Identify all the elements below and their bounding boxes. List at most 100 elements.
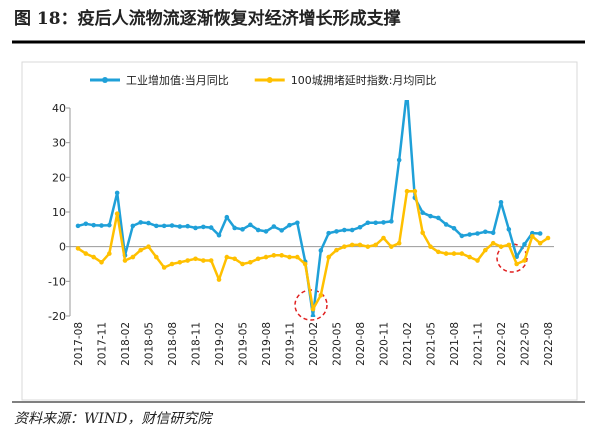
- series-line: [77, 189, 549, 311]
- point: [405, 88, 410, 93]
- point: [295, 254, 300, 260]
- point: [357, 224, 363, 230]
- point: [459, 251, 465, 256]
- point: [436, 249, 441, 255]
- point: [412, 188, 418, 194]
- point: [443, 222, 449, 227]
- point: [263, 229, 269, 234]
- y-tick-label: 40: [52, 102, 66, 115]
- point: [326, 254, 331, 260]
- point: [240, 227, 245, 232]
- x-tick-label: 2022-08: [543, 322, 555, 366]
- legend-label: 工业增加值:当月同比: [126, 73, 229, 87]
- point: [193, 225, 198, 231]
- point: [373, 242, 378, 248]
- y-tick-label: 30: [52, 137, 66, 150]
- point: [514, 261, 519, 267]
- point: [177, 224, 183, 229]
- point: [107, 222, 112, 228]
- point: [271, 253, 277, 258]
- y-tick-label: -10: [48, 275, 66, 288]
- y-tick-label: 10: [52, 206, 66, 219]
- point: [216, 277, 222, 282]
- x-tick-label: 2020-05: [332, 322, 344, 366]
- source: 资料来源：WIND，财信研究院: [14, 411, 213, 427]
- x-tick-label: 2022-05: [520, 322, 532, 366]
- point: [224, 214, 230, 220]
- point: [279, 228, 284, 233]
- point: [342, 244, 347, 249]
- point: [349, 227, 355, 233]
- point: [420, 210, 425, 215]
- point: [271, 224, 277, 229]
- x-tick-label: 2018-11: [191, 322, 203, 366]
- point: [420, 230, 425, 236]
- point: [279, 253, 284, 258]
- point: [522, 258, 527, 263]
- chart-frame: [21, 61, 578, 401]
- point: [99, 259, 104, 265]
- x-tick-label: 2017-08: [73, 322, 85, 366]
- point: [334, 229, 339, 234]
- point: [451, 251, 457, 256]
- point: [263, 254, 269, 260]
- x-tick-label: 2019-08: [261, 322, 273, 366]
- point: [490, 240, 496, 246]
- point: [146, 244, 151, 249]
- point: [475, 231, 480, 236]
- point: [342, 227, 347, 233]
- point: [451, 225, 457, 231]
- point: [490, 230, 496, 236]
- point: [169, 223, 175, 228]
- legend-marker: [102, 77, 108, 83]
- point: [154, 254, 159, 260]
- point: [365, 220, 371, 226]
- point: [114, 190, 120, 196]
- highlight-circle: [496, 243, 528, 273]
- point: [522, 241, 527, 247]
- point: [318, 292, 324, 298]
- point: [334, 247, 339, 253]
- point: [537, 240, 543, 246]
- point: [310, 313, 316, 317]
- point: [459, 233, 465, 239]
- point: [498, 244, 504, 249]
- y-tick-label: 0: [59, 241, 66, 254]
- x-tick-label: 2020-02: [308, 322, 320, 366]
- x-tick-label: 2020-08: [355, 322, 367, 366]
- highlight-circle: [294, 289, 328, 321]
- point: [506, 242, 512, 248]
- point: [185, 258, 190, 263]
- x-tick-label: 2021-08: [449, 322, 461, 366]
- point: [248, 222, 253, 228]
- point: [122, 258, 128, 263]
- x-tick-label: 2019-11: [285, 322, 297, 366]
- point: [389, 219, 394, 224]
- point: [91, 222, 96, 228]
- y-tick-label: -20: [48, 310, 66, 323]
- point: [396, 240, 402, 246]
- point: [396, 157, 402, 163]
- point: [467, 232, 472, 237]
- plot: [75, 88, 551, 317]
- point: [537, 231, 543, 236]
- point: [287, 254, 292, 260]
- x-tick-label: 2017-11: [97, 322, 109, 366]
- point: [467, 254, 472, 260]
- point: [232, 256, 237, 262]
- point: [326, 230, 331, 236]
- point: [91, 254, 96, 260]
- point: [177, 259, 183, 265]
- legend-marker: [266, 77, 273, 83]
- point: [436, 215, 441, 221]
- x-tick-label: 2019-02: [214, 322, 226, 366]
- point: [83, 251, 89, 256]
- point: [193, 256, 198, 262]
- point: [381, 220, 386, 225]
- point: [130, 223, 136, 229]
- point: [240, 261, 245, 267]
- x-tick-label: 2019-05: [238, 322, 250, 366]
- point: [255, 227, 261, 233]
- x-tick-label: 2021-05: [426, 322, 438, 366]
